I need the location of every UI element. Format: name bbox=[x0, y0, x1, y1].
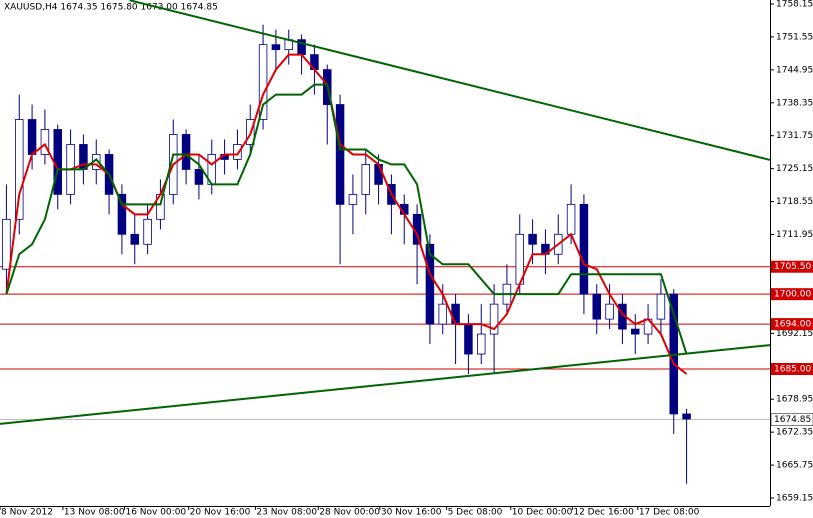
candle-body bbox=[233, 144, 242, 160]
candle-body bbox=[181, 134, 191, 170]
candle-body bbox=[335, 104, 345, 205]
candle-body bbox=[451, 303, 460, 325]
candle-body bbox=[348, 193, 358, 205]
x-tick-label: 17 Dec 08:00 bbox=[639, 508, 700, 518]
candle-body bbox=[425, 243, 435, 325]
candle-body bbox=[53, 129, 63, 195]
chart-title: XAUUSD,H4 1674.35 1675.80 1673.00 1674.8… bbox=[4, 3, 218, 13]
current-price-label: 1674.85 bbox=[774, 415, 811, 425]
y-tick-label: 1672.35 bbox=[776, 428, 813, 438]
level-label: 1700.00 bbox=[774, 290, 811, 300]
candle-body bbox=[579, 203, 589, 295]
level-tag bbox=[771, 260, 813, 273]
y-tick-label: 1758.15 bbox=[776, 0, 813, 9]
y-tick-label: 1718.55 bbox=[776, 197, 813, 207]
y-tick-label: 1725.15 bbox=[776, 164, 813, 174]
x-tick-label: 10 Dec 00:00 bbox=[512, 508, 573, 518]
x-tick-label: 16 Nov 00:00 bbox=[125, 508, 186, 518]
x-tick-label: 13 Nov 08:00 bbox=[64, 508, 125, 518]
candle-body bbox=[194, 169, 204, 185]
candle-body bbox=[476, 333, 486, 355]
candle-body bbox=[438, 303, 447, 325]
level-label: 1694.00 bbox=[774, 320, 811, 330]
candle-body bbox=[130, 233, 139, 245]
trend-line bbox=[0, 344, 771, 425]
candle-body bbox=[464, 323, 473, 355]
y-tick-label: 1665.75 bbox=[776, 461, 813, 471]
trend-line bbox=[129, 0, 771, 161]
candle-body bbox=[40, 129, 50, 155]
candle-body bbox=[489, 303, 499, 335]
candle-body bbox=[566, 203, 576, 235]
x-tick-label: 8 Nov 2012 bbox=[1, 508, 53, 518]
x-tick-label: 12 Dec 16:00 bbox=[573, 508, 634, 518]
candle-body bbox=[117, 193, 127, 235]
candle-body bbox=[143, 218, 152, 245]
y-tick-label: 1731.75 bbox=[776, 131, 813, 141]
candle-body bbox=[656, 293, 666, 320]
level-tag bbox=[771, 288, 813, 301]
y-tick-label: 1659.15 bbox=[776, 494, 813, 504]
y-tick-label: 1711.95 bbox=[776, 230, 813, 240]
y-tick-label: 1744.95 bbox=[776, 65, 813, 75]
x-tick-label: 5 Dec 08:00 bbox=[448, 508, 503, 518]
candle-body bbox=[258, 44, 268, 120]
y-tick-label: 1751.55 bbox=[776, 32, 813, 42]
level-label: 1685.00 bbox=[774, 365, 811, 375]
x-tick-label: 23 Nov 08:00 bbox=[256, 508, 317, 518]
level-tag bbox=[771, 363, 813, 376]
candle-body bbox=[361, 164, 370, 195]
level-tag bbox=[771, 318, 813, 331]
candle-body bbox=[605, 303, 614, 320]
y-tick-label: 1678.95 bbox=[776, 395, 813, 405]
y-tick-label: 1692.15 bbox=[776, 329, 813, 339]
candle-body bbox=[682, 413, 691, 420]
y-tick-label: 1738.35 bbox=[776, 98, 813, 108]
candle-body bbox=[14, 119, 24, 220]
candle-body bbox=[27, 119, 37, 155]
candle-body bbox=[592, 293, 602, 320]
x-tick-label: 30 Nov 16:00 bbox=[381, 508, 442, 518]
level-label: 1705.50 bbox=[774, 262, 811, 272]
indicator-line bbox=[5, 83, 688, 355]
candle-body bbox=[631, 328, 640, 335]
candle-body bbox=[374, 164, 383, 185]
x-tick-label: 28 Nov 00:00 bbox=[319, 508, 380, 518]
x-tick-label: 20 Nov 16:00 bbox=[190, 508, 251, 518]
candle-body bbox=[528, 233, 537, 245]
candle-body bbox=[2, 218, 11, 270]
candle-body bbox=[271, 44, 281, 51]
current-price-tag bbox=[770, 413, 813, 426]
